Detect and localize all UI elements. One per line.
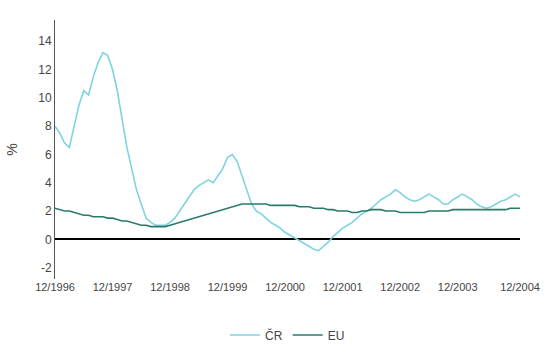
svg-text:0: 0 [45,233,52,247]
svg-text:EU: EU [328,329,345,343]
svg-text:12/1997: 12/1997 [93,281,133,293]
svg-text:%: % [4,143,20,155]
svg-text:4: 4 [45,176,52,190]
svg-text:12/1999: 12/1999 [208,281,248,293]
svg-text:12/2001: 12/2001 [323,281,363,293]
svg-text:12/1998: 12/1998 [150,281,190,293]
svg-text:14: 14 [38,34,52,48]
svg-text:12/1996: 12/1996 [35,281,75,293]
svg-text:8: 8 [45,119,52,133]
svg-text:12: 12 [38,63,52,77]
svg-text:10: 10 [38,91,52,105]
svg-text:12/2000: 12/2000 [265,281,305,293]
svg-text:-2: -2 [41,261,52,275]
svg-text:12/2003: 12/2003 [438,281,478,293]
svg-text:12/2004: 12/2004 [500,281,540,293]
svg-text:6: 6 [45,148,52,162]
svg-text:ČR: ČR [265,328,283,343]
svg-text:2: 2 [45,204,52,218]
svg-text:12/2002: 12/2002 [380,281,420,293]
